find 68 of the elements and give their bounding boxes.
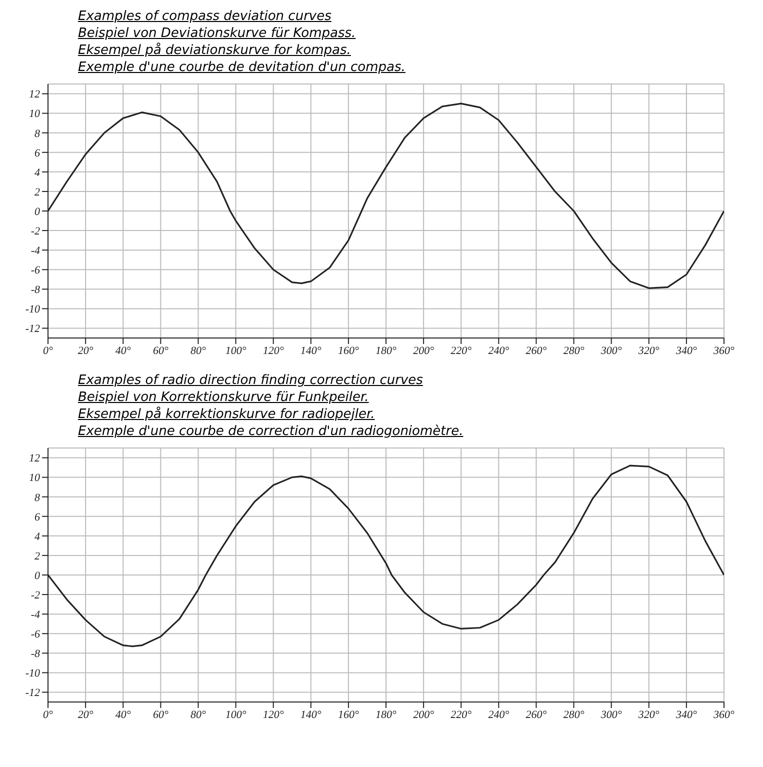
x-tick-label: 100° (225, 344, 247, 357)
x-tick-label: 260° (526, 708, 548, 721)
x-tick-label: 360° (712, 344, 736, 357)
x-tick-label: 60° (152, 708, 169, 721)
y-tick-label: 10 (29, 108, 40, 120)
x-tick-label: 80° (190, 344, 207, 357)
y-tick-label: 8 (34, 128, 40, 140)
x-tick-label: 80° (190, 708, 207, 721)
y-tick-label: 2 (34, 550, 40, 562)
x-tick-label: 40° (115, 708, 132, 721)
y-tick-label: -10 (25, 304, 40, 316)
x-tick-label: 240° (488, 708, 510, 721)
x-tick-label: 340° (674, 708, 698, 721)
y-tick-label: -12 (25, 687, 40, 700)
x-tick-label: 280° (563, 708, 585, 721)
chart-title: Examples of compass deviation curves (78, 8, 332, 25)
x-tick-label: 120° (262, 344, 284, 357)
x-tick-label: 320° (637, 708, 660, 721)
x-tick-label: 60° (152, 344, 169, 357)
x-tick-label: 200° (413, 344, 435, 357)
y-tick-label: 10 (29, 472, 40, 484)
y-tick-label: 6 (34, 511, 40, 524)
y-tick-label: 6 (34, 147, 40, 160)
y-tick-label: -2 (30, 225, 40, 238)
y-tick-label: -8 (30, 648, 40, 660)
x-tick-label: 300° (600, 708, 622, 721)
y-tick-label: -10 (25, 668, 40, 680)
y-tick-label: 0 (34, 206, 40, 218)
x-tick-label: 160° (338, 344, 360, 357)
x-tick-label: 320° (637, 344, 660, 357)
y-tick-label: 12 (29, 452, 40, 465)
x-tick-label: 40° (115, 344, 132, 357)
x-tick-label: 0° (43, 344, 54, 357)
x-tick-label: 280° (563, 344, 585, 357)
x-tick-label: 360° (712, 708, 736, 721)
x-tick-label: 260° (526, 344, 548, 357)
x-tick-label: 160° (338, 708, 360, 721)
y-tick-label: 8 (34, 492, 40, 504)
y-tick-label: -12 (25, 323, 40, 336)
y-tick-label: 12 (29, 88, 40, 101)
x-tick-label: 20° (78, 708, 94, 721)
x-tick-label: 220° (450, 344, 472, 357)
x-tick-label: 340° (674, 344, 698, 357)
x-tick-label: 240° (488, 344, 510, 357)
x-tick-label: 100° (225, 708, 247, 721)
y-tick-label: -6 (30, 628, 40, 641)
y-tick-label: -4 (30, 244, 40, 257)
chart-title: Examples of radio direction finding correction curves (78, 372, 424, 389)
x-tick-label: 200° (413, 708, 435, 721)
y-tick-label: -6 (30, 264, 40, 277)
y-tick-label: 4 (34, 166, 40, 179)
x-tick-label: 220° (450, 708, 472, 721)
x-tick-label: 120° (262, 708, 284, 721)
x-tick-label: 180° (376, 344, 398, 357)
x-tick-label: 300° (600, 344, 622, 357)
x-tick-label: 20° (78, 344, 94, 357)
x-tick-label: 180° (376, 708, 398, 721)
chart-subtitle: Beispiel von Deviationskurve für Kompass. Eksempel på deviationskurve for kompas. Exemple d'une courbe de devitation d'un compas. (78, 25, 406, 76)
chart-subtitle: Beispiel von Korrektionskurve für Funkpeiler. Eksempel på korrektionskurve for radiopejler. Exemple d'une courbe de correction d'un radiogoniomètre. (78, 389, 464, 440)
y-tick-label: 4 (34, 530, 40, 543)
y-tick-label: 0 (34, 570, 40, 582)
y-tick-label: 2 (34, 186, 40, 198)
y-tick-label: -2 (30, 589, 40, 602)
x-tick-label: 140° (300, 708, 322, 721)
x-tick-label: 0° (43, 708, 54, 721)
x-tick-label: 140° (300, 344, 322, 357)
y-tick-label: -8 (30, 284, 40, 296)
y-tick-label: -4 (30, 608, 40, 621)
